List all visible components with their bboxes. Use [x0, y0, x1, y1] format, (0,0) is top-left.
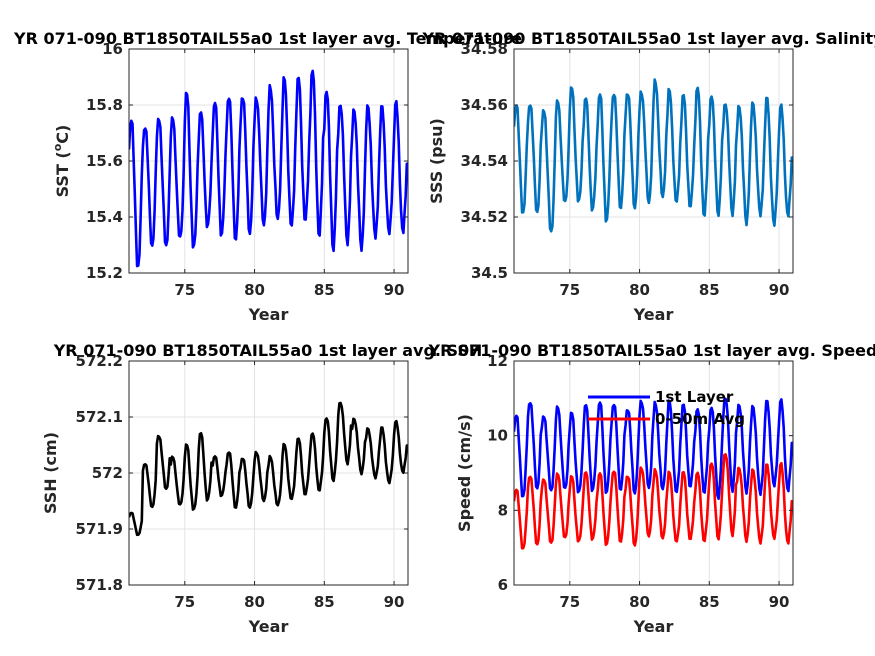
chart-title: YR 071-090 BT1850TAIL55a0 1st layer avg.…: [53, 341, 483, 360]
y-tick-label: 572.1: [76, 408, 123, 426]
y-tick-label: 16: [102, 40, 123, 58]
y-axis-label: SSS (psu): [427, 118, 446, 204]
y-tick-label: 6: [498, 576, 508, 594]
y-tick-label: 34.52: [461, 208, 508, 226]
x-tick-label: 85: [314, 281, 335, 299]
y-tick-label: 34.56: [461, 96, 508, 114]
panel-3: 75 80 85 90 571.8 571.9 572 572.1 572.2 Year SSH (…: [41, 341, 482, 636]
x-tick-label: 80: [629, 593, 650, 611]
y-tick-label: 572: [92, 464, 123, 482]
y-tick-label: 15.8: [86, 96, 123, 114]
y-tick-label: 15.6: [86, 152, 123, 170]
series-line-2: [514, 453, 793, 550]
y-axis-label: SST (oC): [51, 125, 72, 198]
x-tick-label: 90: [384, 281, 405, 299]
y-tick-label: 571.8: [76, 576, 123, 594]
x-axis-label: Year: [248, 305, 289, 324]
x-tick-label: 80: [244, 281, 265, 299]
x-tick-label: 75: [174, 593, 195, 611]
x-tick-label: 75: [559, 593, 580, 611]
x-tick-label: 85: [699, 281, 720, 299]
x-tick-label: 75: [174, 281, 195, 299]
panel-4: 75 80 85 90 6 8 10 12 Year Speed (cm/s) YR 071-090…: [428, 341, 875, 636]
x-tick-label: 85: [699, 593, 720, 611]
x-tick-label: 90: [769, 593, 790, 611]
series-line-1: [129, 401, 408, 537]
chart-title: YR 071-090 BT1850TAIL55a0 1st layer avg.…: [13, 29, 522, 48]
x-tick-label: 75: [559, 281, 580, 299]
legend-entry: 0-50m Avg: [655, 410, 745, 428]
x-tick-label: 80: [244, 593, 265, 611]
panel-1: 75 80 85 90 15.2 15.4 15.6 15.8 16 Year SST (oC) YR…: [13, 29, 522, 324]
series-line-1: [514, 397, 793, 500]
x-axis-label: Year: [248, 617, 289, 636]
x-tick-label: 80: [629, 281, 650, 299]
legend-entry: 1st Layer: [655, 388, 734, 406]
axes-box: [513, 360, 794, 586]
x-tick-label: 90: [769, 281, 790, 299]
y-tick-label: 10: [487, 427, 508, 445]
y-tick-label: 571.9: [76, 520, 123, 538]
series-line-1: [129, 69, 408, 268]
y-axis-label: SSH (cm): [41, 432, 60, 514]
y-tick-label: 34.5: [471, 264, 508, 282]
chart-title: YR 071-090 BT1850TAIL55a0 1st layer avg.…: [428, 341, 875, 360]
x-axis-label: Year: [633, 617, 674, 636]
y-tick-label: 15.4: [86, 208, 123, 226]
y-tick-label: 572.2: [76, 352, 123, 370]
panel-2: 75 80 85 90 34.5 34.52 34.54 34.56 34.58 Year SSS …: [421, 29, 875, 324]
series-line-1: [514, 78, 793, 233]
y-tick-label: 34.58: [461, 40, 508, 58]
chart-title: YR 071-090 BT1850TAIL55a0 1st layer avg.…: [421, 29, 875, 48]
y-tick-label: 34.54: [461, 152, 508, 170]
x-tick-label: 85: [314, 593, 335, 611]
y-axis-label: Speed (cm/s): [455, 414, 474, 532]
y-tick-label: 15.2: [86, 264, 123, 282]
y-tick-label: 8: [498, 501, 508, 519]
x-axis-label: Year: [633, 305, 674, 324]
x-tick-label: 90: [384, 593, 405, 611]
legend: 1st Layer 0-50m Avg: [588, 388, 745, 428]
y-tick-label: 12: [487, 352, 508, 370]
